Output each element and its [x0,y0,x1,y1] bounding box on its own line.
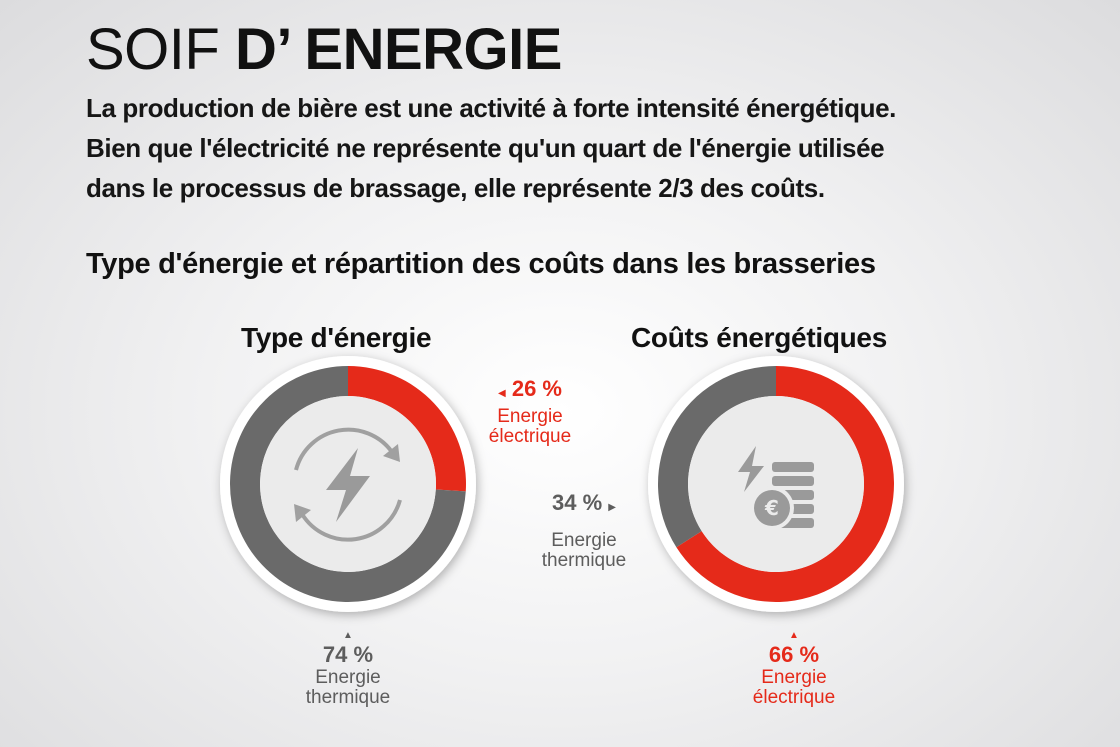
donut-energy-costs: € [648,356,904,612]
name-right-thermal-2: thermique [541,550,627,571]
section-subtitle: Type d'énergie et répartition des coûts … [86,248,876,280]
label-right-thermal: 34 % ▶ Energie thermique [524,490,644,571]
chart-title-energy-costs: Coûts énergétiques [631,322,887,353]
chart-title-energy-type: Type d'énergie [241,322,432,353]
intro-highlight: 2/3 des coûts. [658,173,825,203]
value-right-electric: 66 % [768,642,820,667]
name-right-thermal-1: Energie [551,530,617,551]
label-right-electric: ▲ 66 % Energie électrique [734,630,854,708]
intro-line-3-text: dans le processus de brassage, elle repr… [86,173,659,203]
title-bold: D’ ENERGIE [234,17,562,82]
page-title: SOIF D’ ENERGIE [86,18,562,82]
intro-text: La production de bière est une activité … [86,88,1106,208]
pointer-up-icon: ▲ [343,630,353,641]
name-left-electric-2: électrique [488,426,572,447]
intro-line-2: Bien que l'électricité ne représente qu'… [86,133,885,163]
name-left-thermal-1: Energie [315,667,381,688]
donut-energy-costs-slices [658,366,894,602]
donut-energy-type [220,356,476,612]
svg-text:€: € [764,496,779,520]
value-right-thermal: 34 % [552,490,603,515]
intro-line-3: dans le processus de brassage, elle repr… [86,168,1106,208]
donut-energy-type-slices [230,366,466,602]
label-left-thermal: ▲ 74 % Energie thermique [288,630,408,708]
donut-slice-thermal [658,366,776,548]
value-left-thermal: 74 % [322,642,374,667]
name-right-electric-1: Energie [761,667,827,688]
energy-cycle-icon [294,427,402,542]
donut-slice-electric [348,366,466,492]
name-left-electric-1: Energie [497,406,563,427]
euro-coins-icon: € [738,446,814,530]
pointer-right-icon: ▶ [608,502,616,513]
intro-line-1: La production de bière est une activité … [86,93,896,123]
pointer-up-icon: ▲ [789,630,799,641]
label-left-electric: ◀ 26 % Energie électrique [470,376,590,447]
value-left-electric: 26 % [511,376,562,401]
pointer-left-icon: ◀ [498,388,506,399]
name-left-thermal-2: thermique [305,687,391,708]
name-right-electric-2: électrique [752,687,836,708]
title-light: SOIF [86,17,235,82]
